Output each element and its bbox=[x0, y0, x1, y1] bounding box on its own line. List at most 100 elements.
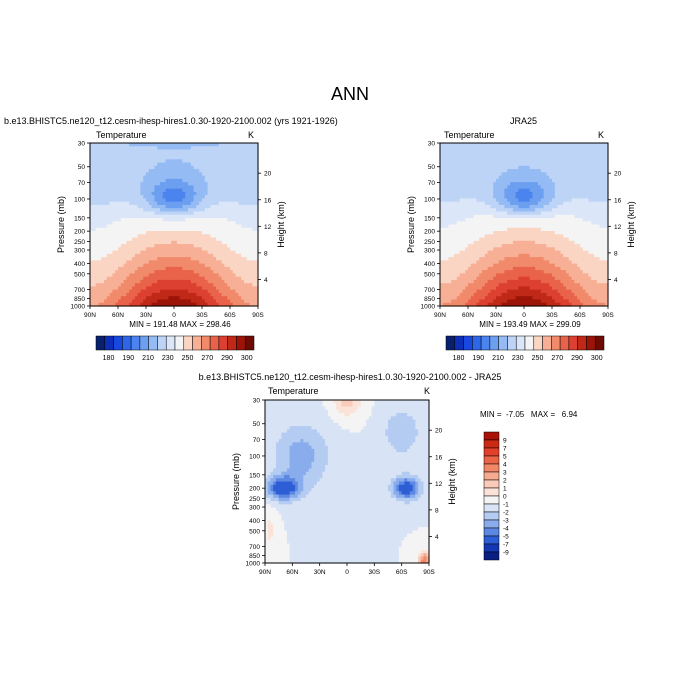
colorbar-1-label: 180 bbox=[103, 355, 115, 362]
panel-3-ptick-label: 500 bbox=[249, 528, 260, 535]
panel-2-ptick-label: 70 bbox=[428, 180, 436, 187]
panel-3-ptick-label: 200 bbox=[249, 486, 260, 493]
colorbar-3-label: 2 bbox=[503, 478, 507, 485]
colorbar-3-swatch bbox=[483, 519, 500, 529]
colorbar-2-swatch bbox=[594, 335, 605, 351]
panel-1-ptick-label: 200 bbox=[74, 229, 85, 236]
colorbar-3-swatch bbox=[483, 551, 500, 561]
panel-1-lat-tick-label: 60N bbox=[112, 312, 124, 319]
panel-2-ptick-label: 200 bbox=[424, 229, 435, 236]
colorbar-1-swatch bbox=[139, 335, 149, 351]
panel-1-htick-label: 12 bbox=[264, 224, 272, 231]
colorbar-2-label: 270 bbox=[551, 355, 563, 362]
panel-3-ptick-label: 400 bbox=[249, 518, 260, 525]
colorbar-3-label: -3 bbox=[503, 518, 509, 525]
panel-2-lat-tick-label: 30N bbox=[490, 312, 502, 319]
colorbar-2-label: 250 bbox=[532, 355, 544, 362]
panel-2-ptick-label: 100 bbox=[424, 196, 435, 203]
colorbar-2-swatch bbox=[524, 335, 535, 351]
figure-title: ANN bbox=[330, 84, 369, 104]
colorbar-3-label: 7 bbox=[503, 446, 507, 453]
colorbar-1-swatch bbox=[104, 335, 114, 351]
colorbar-2-swatch bbox=[498, 335, 508, 351]
panel-1-ptick-label: 100 bbox=[74, 196, 85, 203]
colorbar-2-swatch bbox=[577, 335, 587, 351]
colorbar-3-label: 0 bbox=[503, 494, 507, 501]
panel-2-lat-tick-label: 90N bbox=[434, 312, 446, 319]
colorbar-2-swatch bbox=[507, 335, 517, 351]
panel-1-ptick-label: 30 bbox=[78, 141, 86, 148]
panel-2-stats: MIN = 193.49 MAX = 299.09 bbox=[479, 320, 581, 329]
panel-1-stats: MIN = 191.48 MAX = 298.46 bbox=[129, 320, 231, 329]
panel-2-lat-tick-label: 30S bbox=[546, 312, 558, 319]
colorbar-3-swatch bbox=[483, 479, 500, 489]
colorbar-1-label: 270 bbox=[201, 355, 213, 362]
panel-2-field bbox=[440, 143, 609, 307]
panel-3-lat-tick-label: 90N bbox=[259, 569, 271, 576]
panel-1-ptick-label: 70 bbox=[78, 180, 86, 187]
colorbar-3-swatch bbox=[483, 495, 500, 505]
panel-3-ptick-label: 150 bbox=[249, 472, 260, 479]
panel-2-ptick-label: 150 bbox=[424, 215, 435, 222]
panel-2-ptick-label: 300 bbox=[424, 248, 435, 255]
colorbar-2-label: 230 bbox=[512, 355, 524, 362]
panel-3-units: K bbox=[424, 386, 431, 396]
panel-3-lat-tick-label: 30S bbox=[369, 569, 381, 576]
panel-3-lat-tick-label: 60N bbox=[286, 569, 298, 576]
colorbar-2-swatch bbox=[533, 335, 543, 351]
panel-2-ptick-label: 250 bbox=[424, 239, 435, 246]
panel-2-ptick-label: 50 bbox=[428, 164, 436, 171]
colorbar-2-label: 290 bbox=[571, 355, 583, 362]
colorbar-3-label: -1 bbox=[503, 502, 509, 509]
panel-1-ptick-label: 500 bbox=[74, 271, 85, 278]
colorbar-2-label: 210 bbox=[492, 355, 504, 362]
panel-3-stats: MIN = -7.05 MAX = 6.94 bbox=[480, 410, 578, 419]
panel-2-ptick-label: 850 bbox=[424, 296, 435, 303]
panel-1-ptick-label: 850 bbox=[74, 296, 85, 303]
panel-2-htick-label: 20 bbox=[614, 171, 622, 178]
colorbar-1-label: 230 bbox=[162, 355, 174, 362]
panel-3-y2label: Height (km) bbox=[447, 458, 457, 505]
colorbar-3-label: 5 bbox=[503, 454, 507, 461]
colorbar-3-swatch bbox=[483, 487, 500, 497]
colorbar-1-swatch bbox=[236, 335, 246, 351]
colorbar-2-label: 180 bbox=[453, 355, 465, 362]
colorbar-3-label: -5 bbox=[503, 534, 509, 541]
panel-1-ylabel: Pressure (mb) bbox=[56, 196, 66, 253]
colorbar-1-swatch bbox=[227, 335, 237, 351]
panel-2-units: K bbox=[598, 130, 605, 140]
panel-2-htick-label: 4 bbox=[614, 277, 618, 284]
colorbar-1-swatch bbox=[95, 335, 106, 351]
colorbar-2-label: 190 bbox=[472, 355, 484, 362]
colorbar-1-swatch bbox=[192, 335, 202, 351]
panel-1-htick-label: 8 bbox=[264, 250, 268, 257]
panel-1-lat-tick-label: 90N bbox=[84, 312, 96, 319]
colorbar-1-swatch bbox=[122, 335, 132, 351]
panel-2-htick-label: 16 bbox=[614, 197, 622, 204]
panel-2-lat-tick-label: 0 bbox=[522, 312, 526, 319]
panel-3-lat-tick-label: 90S bbox=[423, 569, 435, 576]
colorbar-2-swatch bbox=[515, 335, 526, 351]
colorbar-3-swatch bbox=[483, 447, 500, 457]
colorbar-2-swatch bbox=[445, 335, 456, 351]
panel-3-ptick-label: 850 bbox=[249, 553, 260, 560]
panel-1-ptick-label: 700 bbox=[74, 287, 85, 294]
colorbar-1-swatch bbox=[183, 335, 193, 351]
panel-2-var-label: Temperature bbox=[444, 130, 495, 140]
colorbar-2-swatch bbox=[542, 335, 552, 351]
colorbar-2-swatch bbox=[559, 335, 570, 351]
colorbar-3-label: -4 bbox=[503, 526, 509, 533]
panel-1-title: b.e13.BHISTC5.ne120_t12.cesm-ihesp-hires… bbox=[4, 116, 338, 126]
panel-3-ptick-label: 100 bbox=[249, 453, 260, 460]
colorbar-3-swatch bbox=[483, 543, 500, 553]
panel-3-lat-tick-label: 30N bbox=[314, 569, 326, 576]
panel-3-lat-tick-label: 60S bbox=[396, 569, 408, 576]
colorbar-3-swatch bbox=[483, 463, 500, 473]
colorbar-3-swatch bbox=[483, 511, 500, 521]
colorbar-3-label: -9 bbox=[503, 550, 509, 557]
panel-2-ptick-label: 1000 bbox=[421, 304, 436, 311]
panel-1-htick-label: 4 bbox=[264, 277, 268, 284]
colorbar-3-swatch bbox=[483, 471, 500, 481]
colorbar-3-label: 4 bbox=[503, 462, 507, 469]
